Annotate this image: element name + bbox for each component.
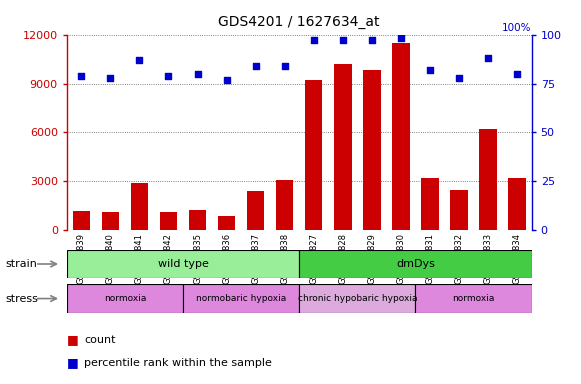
Point [106, 74, 115, 81]
Text: strain: strain [6, 259, 38, 269]
Bar [276, 180, 293, 230]
Text: GDS4201 / 1627634_at: GDS4201 / 1627634_at [218, 15, 380, 29]
Bar [131, 183, 148, 230]
Bar [67, 284, 183, 313]
Text: normoxia: normoxia [104, 294, 146, 303]
Bar [508, 178, 526, 230]
Point [512, 71, 522, 77]
Point [425, 67, 435, 73]
Bar [479, 129, 497, 230]
Bar [102, 212, 119, 230]
Point [454, 74, 464, 81]
Point [135, 57, 144, 63]
Point [251, 63, 260, 69]
Point [309, 37, 318, 43]
Point [483, 55, 493, 61]
Bar [299, 250, 532, 278]
Point [77, 73, 86, 79]
Bar [363, 71, 381, 230]
Text: chronic hypobaric hypoxia: chronic hypobaric hypoxia [297, 294, 417, 303]
Text: ■: ■ [67, 333, 78, 346]
Bar [67, 250, 299, 278]
Point [222, 76, 231, 83]
Text: stress: stress [6, 293, 39, 304]
Bar [415, 284, 532, 313]
Point [280, 63, 289, 69]
Bar [392, 43, 410, 230]
Point [338, 37, 347, 43]
Bar [305, 80, 322, 230]
Text: percentile rank within the sample: percentile rank within the sample [84, 358, 272, 368]
Text: ■: ■ [67, 356, 78, 369]
Text: normoxia: normoxia [453, 294, 494, 303]
Bar [247, 191, 264, 230]
Bar [160, 212, 177, 230]
Point [396, 35, 406, 41]
Bar [450, 190, 468, 230]
Bar [183, 284, 299, 313]
Point [367, 37, 376, 43]
Bar [189, 210, 206, 230]
Point [164, 73, 173, 79]
Text: dmDys: dmDys [396, 259, 435, 269]
Bar [218, 216, 235, 230]
Bar [299, 284, 415, 313]
Bar [73, 211, 90, 230]
Text: normobaric hypoxia: normobaric hypoxia [196, 294, 286, 303]
Text: wild type: wild type [157, 259, 209, 269]
Bar [334, 64, 352, 230]
Point [193, 71, 202, 77]
Bar [421, 178, 439, 230]
Text: count: count [84, 335, 116, 345]
Text: 100%: 100% [502, 23, 532, 33]
